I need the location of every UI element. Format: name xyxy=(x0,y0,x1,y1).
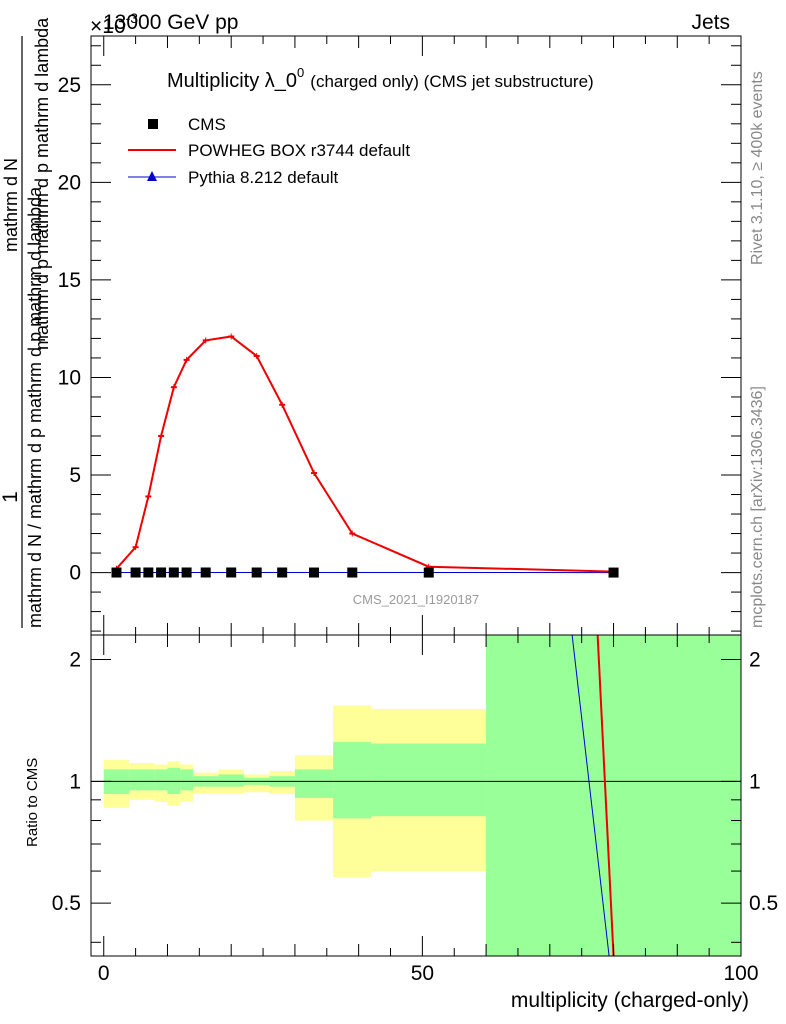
main-y-axis-label: 1 mathrm d N / mathrm d p mathrm d p mat… xyxy=(0,17,52,628)
ratio-inner-band xyxy=(218,774,244,787)
main-series xyxy=(111,333,619,578)
cms-data-point xyxy=(608,567,619,578)
ratio-inner-band xyxy=(371,743,487,817)
ratio-inner-band xyxy=(154,769,168,791)
cms-data-point xyxy=(309,567,320,578)
ratio-plot-frame xyxy=(90,634,742,957)
cms-data-point xyxy=(143,567,154,578)
y-label-numerator: 1 xyxy=(0,491,22,503)
main-title: Multiplicity λ_00 (charged only) (CMS jet… xyxy=(167,65,594,92)
ratio-y-tick-label-right: 0.5 xyxy=(749,892,778,915)
title-main: Multiplicity λ_0 xyxy=(167,70,297,92)
x-tick-label: 50 xyxy=(411,962,434,985)
mcplots-label: mcplots.cern.ch [arXiv:1306.3436] xyxy=(749,386,766,628)
x-axis-label: multiplicity (charged-only) xyxy=(511,989,749,1012)
cms-data-point xyxy=(226,567,237,578)
title-rest: (charged only) (CMS jet substructure) xyxy=(310,72,593,91)
group-label: Jets xyxy=(691,11,730,34)
ratio-y-tick-label: 2 xyxy=(69,649,81,672)
analysis-id: CMS_2021_I1920187 xyxy=(353,592,480,607)
ratio-lines xyxy=(571,634,615,957)
legend-cms-label: CMS xyxy=(188,115,226,134)
ratio-bands xyxy=(91,635,741,956)
y-exponent-power: -3 xyxy=(126,10,139,26)
legend-pythia-label: Pythia 8.212 default xyxy=(188,168,339,187)
y-exponent-label: ×10-3 xyxy=(90,10,138,38)
cms-data-point xyxy=(181,567,192,578)
ratio-inner-band xyxy=(180,769,193,791)
ratio-inner-band xyxy=(333,742,372,819)
cms-data-point xyxy=(277,567,288,578)
ratio-inner-band xyxy=(486,635,741,956)
main-y-tick-label: 0 xyxy=(69,562,81,585)
y-label-denominator: mathrm d N / mathrm d p mathrm d p mathr… xyxy=(25,186,45,628)
cms-data-point xyxy=(251,567,262,578)
y-exponent-base: ×10 xyxy=(90,15,126,38)
main-y-tick-label: 15 xyxy=(58,269,81,292)
y-label-top-rest: mathrm d p mathrm d p mathrm d lambda xyxy=(32,17,52,350)
cms-data-point xyxy=(130,567,141,578)
ratio-y-tick-label-right: 1 xyxy=(749,770,761,793)
ratio-axes: 0.5 0.5 1 1 2 2 0 50 100 xyxy=(52,635,778,985)
cms-data-point xyxy=(347,567,358,578)
main-y-tick-label: 10 xyxy=(58,366,81,389)
main-y-tick-label: 25 xyxy=(58,74,81,97)
cms-data-point xyxy=(111,567,122,578)
ratio-y-label: Ratio to CMS xyxy=(24,758,41,847)
main-y-tick-label: 20 xyxy=(58,171,81,194)
powheg-series-line xyxy=(115,335,614,573)
main-axes: 0 5 10 15 20 25 xyxy=(58,36,742,635)
ratio-inner-band xyxy=(129,769,155,791)
ratio-pythia-line xyxy=(571,634,610,957)
ratio-y-tick-label: 1 xyxy=(69,770,81,793)
legend-cms-marker xyxy=(148,119,158,129)
title-sup: 0 xyxy=(297,65,304,80)
legend-pythia-marker xyxy=(147,171,157,181)
ratio-powheg-line xyxy=(596,634,615,957)
cms-data-point xyxy=(156,567,167,578)
y-label-top-numerator: mathrm d N xyxy=(1,158,21,252)
ratio-y-tick-label-right: 2 xyxy=(749,649,761,672)
x-tick-label: 0 xyxy=(98,962,110,985)
main-y-tick-label: 5 xyxy=(69,464,81,487)
cms-data-point xyxy=(200,567,211,578)
cms-data-point xyxy=(423,567,434,578)
ratio-y-tick-label: 0.5 xyxy=(52,892,81,915)
ratio-inner-band xyxy=(294,769,334,798)
x-tick-label: 100 xyxy=(723,962,758,985)
energy-label: 13000 GeV pp xyxy=(103,11,238,34)
legend: CMS POWHEG BOX r3744 default Pythia 8.21… xyxy=(128,115,410,187)
cms-data-point xyxy=(168,567,179,578)
rivet-label: Rivet 3.1.10, ≥ 400k events xyxy=(749,71,766,265)
legend-powheg-label: POWHEG BOX r3744 default xyxy=(188,141,410,160)
